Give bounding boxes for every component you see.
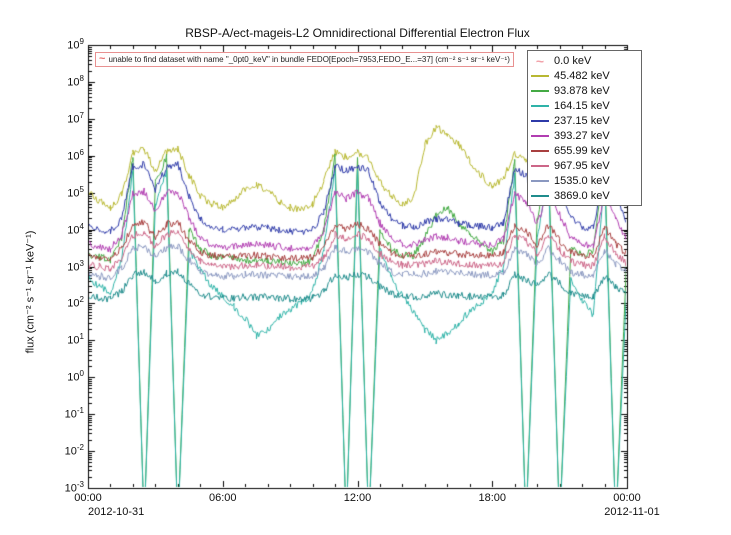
y-tick-label: 10-2 xyxy=(64,443,84,458)
legend-label: 3869.0 keV xyxy=(554,189,610,202)
legend-item[interactable]: 45.482 keV xyxy=(531,68,638,83)
legend-line-sample-icon xyxy=(531,194,549,197)
x-tick-label: 00:00 xyxy=(613,492,641,504)
legend-item[interactable]: 93.878 keV xyxy=(531,83,638,98)
warning-squiggle-icon: ~ xyxy=(99,53,106,65)
x-axis-date-left: 2012-10-31 xyxy=(88,506,145,518)
missing-data-squiggle-icon: ~ xyxy=(535,52,545,69)
y-axis-label: flux (cm⁻² s⁻¹ sr⁻¹ keV⁻¹) xyxy=(24,230,37,354)
y-tick-label: 106 xyxy=(67,147,84,163)
legend-item[interactable]: 164.15 keV xyxy=(531,98,638,113)
legend-label: 0.0 keV xyxy=(554,54,592,67)
warning-banner[interactable]: ~ unable to find dataset with name "_0pt… xyxy=(95,52,514,67)
legend-item[interactable]: 3869.0 keV xyxy=(531,188,638,203)
y-tick-label: 109 xyxy=(67,37,84,52)
y-tick-label: 10-3 xyxy=(64,480,84,495)
legend-item[interactable]: 1535.0 keV xyxy=(531,173,638,188)
y-tick-label: 10-1 xyxy=(64,406,84,421)
legend-label: 1535.0 keV xyxy=(554,174,610,187)
legend-item[interactable]: 237.15 keV xyxy=(531,113,638,128)
x-tick-label: 18:00 xyxy=(478,492,507,504)
y-tick-label: 103 xyxy=(67,258,84,274)
x-tick-label: 12:00 xyxy=(343,492,372,504)
x-tick-label: 06:00 xyxy=(208,492,237,504)
y-tick-label: 100 xyxy=(67,369,84,384)
legend-label: 237.15 keV xyxy=(554,114,610,127)
legend-label: 164.15 keV xyxy=(554,99,610,112)
legend-line-sample-icon xyxy=(531,149,549,152)
legend-line-sample-icon xyxy=(531,74,549,77)
warning-text: unable to find dataset with name "_0pt0_… xyxy=(108,55,510,64)
y-tick-label: 101 xyxy=(67,332,84,347)
legend-label: 967.95 keV xyxy=(554,159,610,172)
y-tick-label: 104 xyxy=(67,221,84,237)
plot-title: RBSP-A/ect-mageis-L2 Omnidirectional Dif… xyxy=(185,26,530,40)
legend-line-sample-icon xyxy=(531,164,549,167)
legend-label: 393.27 keV xyxy=(554,129,610,142)
legend-label: 45.482 keV xyxy=(554,69,610,82)
legend-box: ~0.0 keV 45.482 keV 93.878 keV 164.15 keV 23… xyxy=(527,50,642,206)
legend-label: 93.878 keV xyxy=(554,84,610,97)
y-tick-label: 108 xyxy=(67,73,84,89)
legend-item[interactable]: 655.99 keV xyxy=(531,143,638,158)
legend-line-sample-icon xyxy=(531,89,549,92)
y-tick-label: 107 xyxy=(67,110,84,126)
legend-line-sample-icon xyxy=(531,119,549,122)
x-axis-date-right: 2012-11-01 xyxy=(604,506,660,518)
legend-line-sample-icon xyxy=(531,134,549,137)
legend-line-sample-icon xyxy=(531,104,549,107)
y-tick-label: 105 xyxy=(67,184,84,200)
legend-item[interactable]: 967.95 keV xyxy=(531,158,638,173)
legend-line-sample-icon xyxy=(531,179,549,182)
x-tick-label: 00:00 xyxy=(74,492,102,504)
legend-label: 655.99 keV xyxy=(554,144,610,157)
y-tick-label: 102 xyxy=(67,295,84,311)
legend-item[interactable]: ~0.0 keV xyxy=(531,53,638,68)
legend-item[interactable]: 393.27 keV xyxy=(531,128,638,143)
